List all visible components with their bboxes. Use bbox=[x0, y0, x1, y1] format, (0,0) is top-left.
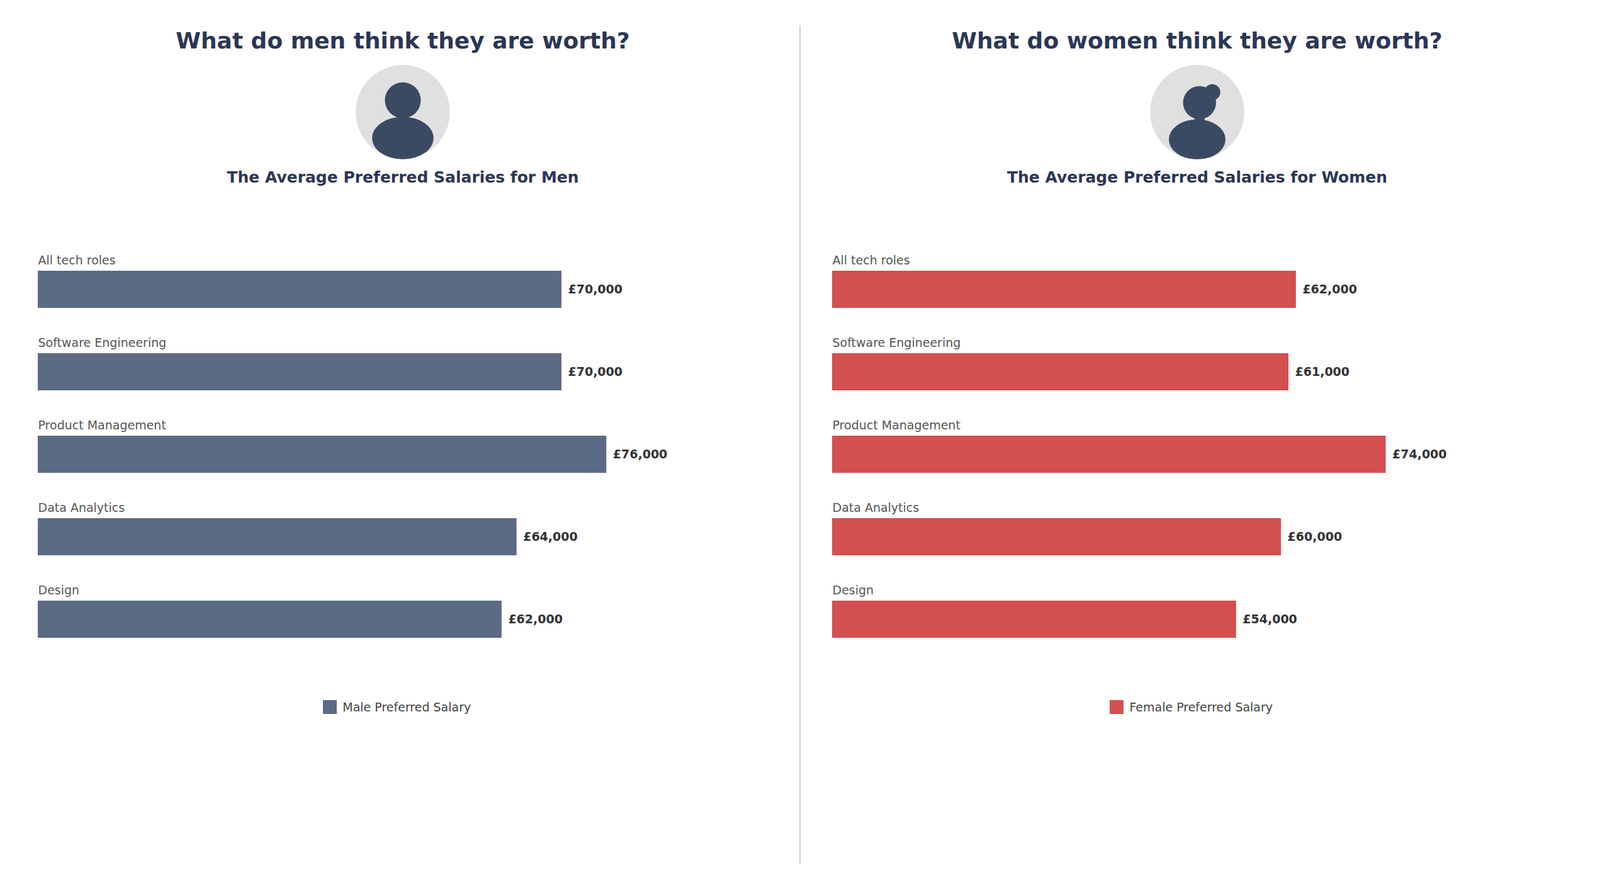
svg-text:Design: Design bbox=[832, 582, 875, 597]
svg-text:Data Analytics: Data Analytics bbox=[38, 500, 126, 515]
svg-text:Data Analytics: Data Analytics bbox=[832, 500, 920, 515]
svg-text:Product Management: Product Management bbox=[38, 417, 167, 432]
svg-text:£62,000: £62,000 bbox=[1302, 281, 1358, 296]
svg-text:£64,000: £64,000 bbox=[523, 529, 578, 544]
svg-text:£74,000: £74,000 bbox=[1392, 446, 1448, 461]
svg-text:All tech roles: All tech roles bbox=[38, 253, 116, 267]
svg-text:£62,000: £62,000 bbox=[507, 611, 563, 626]
svg-text:£61,000: £61,000 bbox=[1295, 364, 1351, 379]
svg-text:£70,000: £70,000 bbox=[567, 281, 623, 296]
svg-text:£54,000: £54,000 bbox=[1242, 611, 1298, 626]
svg-text:Software Engineering: Software Engineering bbox=[38, 335, 167, 350]
svg-text:Software Engineering: Software Engineering bbox=[832, 335, 962, 350]
html-text:The Average Preferred Salaries: The Average Preferred Salaries for Women bbox=[1007, 168, 1388, 187]
svg-text:£70,000: £70,000 bbox=[567, 364, 623, 379]
html-text:Male Preferred Salary: Male Preferred Salary bbox=[342, 699, 471, 714]
html-text:What do men think they are wor: What do men think they are worth? bbox=[175, 27, 630, 54]
html-text:Female Preferred Salary: Female Preferred Salary bbox=[1129, 699, 1273, 714]
html-text:What do women think they are w: What do women think they are worth? bbox=[951, 27, 1443, 54]
svg-text:Product Management: Product Management bbox=[832, 417, 961, 432]
svg-text:Design: Design bbox=[38, 582, 80, 597]
svg-text:All tech roles: All tech roles bbox=[832, 253, 911, 267]
svg-text:£76,000: £76,000 bbox=[613, 446, 668, 461]
html-text:The Average Preferred Salaries: The Average Preferred Salaries for Men bbox=[226, 168, 579, 187]
svg-text:£60,000: £60,000 bbox=[1287, 529, 1343, 544]
